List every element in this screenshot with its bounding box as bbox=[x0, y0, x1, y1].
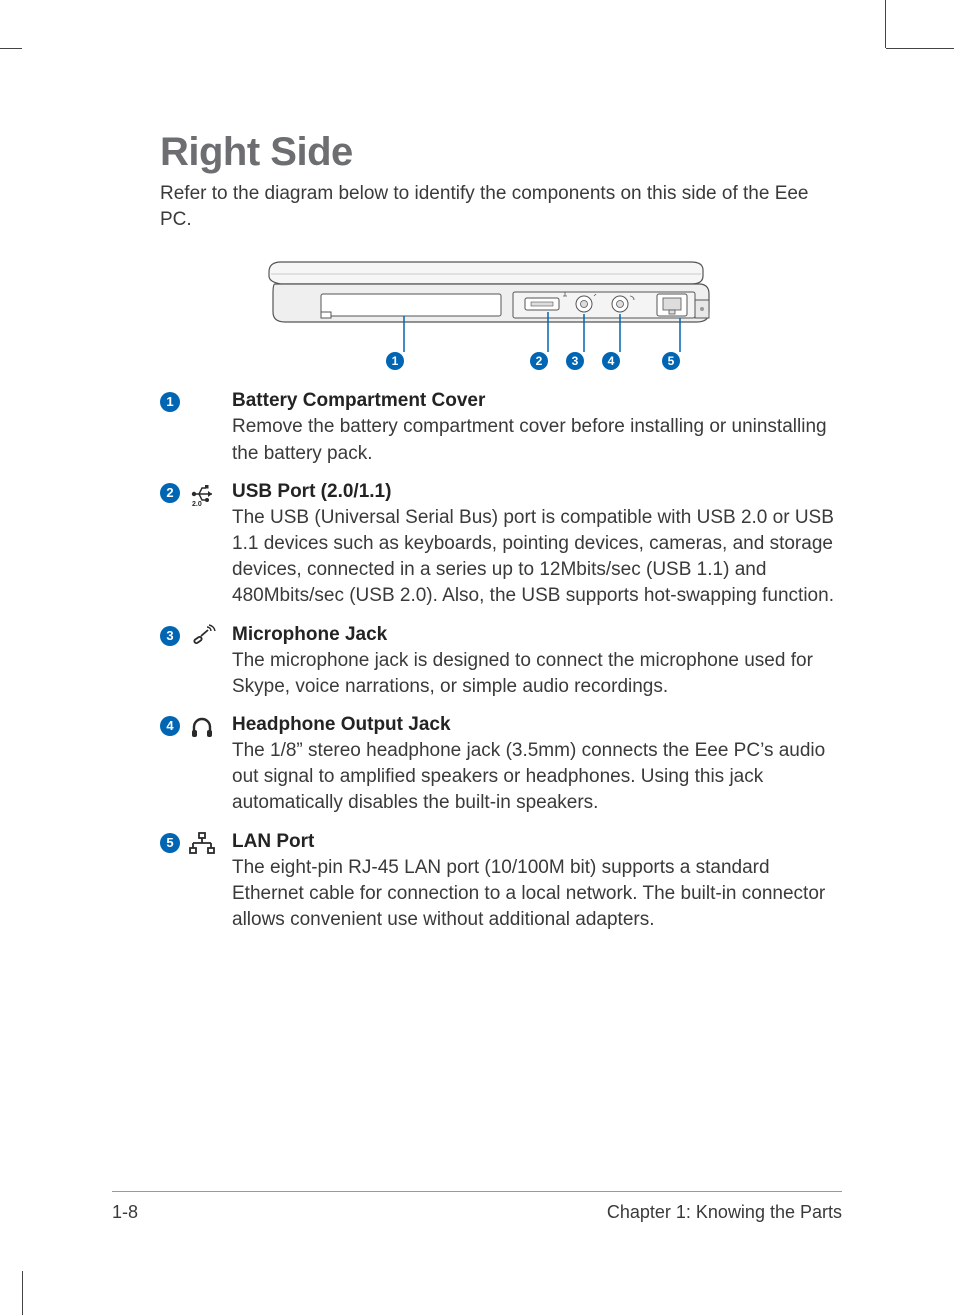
page-footer: 1-8 Chapter 1: Knowing the Parts bbox=[112, 1191, 842, 1223]
diagram-callout-3: 3 bbox=[566, 352, 584, 370]
item-number-badge: 3 bbox=[160, 626, 180, 646]
item-description: The USB (Universal Serial Bus) port is c… bbox=[232, 505, 842, 610]
svg-text:2.0: 2.0 bbox=[192, 501, 202, 507]
component-list: 1 Battery Compartment CoverRemove the bat… bbox=[160, 390, 842, 933]
component-item-5: 5 LAN PortThe eight-pin RJ-45 LAN port (1… bbox=[160, 831, 842, 934]
diagram-container: 1 234 5 bbox=[160, 252, 842, 372]
item-title: LAN Port bbox=[232, 831, 842, 853]
item-number-badge: 2 bbox=[160, 483, 180, 503]
component-item-3: 3 Microphone JackThe microphone jack is d… bbox=[160, 624, 842, 700]
callout-row: 1 234 5 bbox=[261, 352, 741, 372]
item-title: USB Port (2.0/1.1) bbox=[232, 481, 842, 503]
item-description: Remove the battery compartment cover bef… bbox=[232, 414, 842, 466]
item-number-badge: 4 bbox=[160, 716, 180, 736]
item-title: Microphone Jack bbox=[232, 624, 842, 646]
page-number: 1-8 bbox=[112, 1202, 138, 1223]
component-item-2: 2 2.0 USB Port (2.0/1.1)The USB (Universal… bbox=[160, 481, 842, 610]
mic-icon bbox=[188, 624, 232, 650]
item-title: Battery Compartment Cover bbox=[232, 390, 842, 412]
page: Right Side Refer to the diagram below to… bbox=[0, 0, 954, 1315]
page-title: Right Side bbox=[160, 130, 842, 175]
diagram-callout-1: 1 bbox=[386, 352, 404, 370]
component-item-4: 4 Headphone Output JackThe 1/8” stereo he… bbox=[160, 714, 842, 817]
laptop-diagram: 1 234 5 bbox=[261, 252, 741, 372]
item-number-badge: 5 bbox=[160, 833, 180, 853]
headphone-icon bbox=[188, 714, 232, 740]
diagram-callout-2: 2 bbox=[530, 352, 548, 370]
diagram-callout-4: 4 bbox=[602, 352, 620, 370]
component-item-1: 1 Battery Compartment CoverRemove the bat… bbox=[160, 390, 842, 466]
chapter-label: Chapter 1: Knowing the Parts bbox=[607, 1202, 842, 1223]
lan-icon bbox=[188, 831, 232, 857]
item-number-badge: 1 bbox=[160, 392, 180, 412]
diagram-callout-5: 5 bbox=[662, 352, 680, 370]
item-description: The eight-pin RJ-45 LAN port (10/100M bi… bbox=[232, 855, 842, 934]
intro-text: Refer to the diagram below to identify t… bbox=[160, 181, 842, 232]
item-description: The microphone jack is designed to conne… bbox=[232, 648, 842, 700]
usb-icon: 2.0 bbox=[188, 481, 232, 507]
item-title: Headphone Output Jack bbox=[232, 714, 842, 736]
item-description: The 1/8” stereo headphone jack (3.5mm) c… bbox=[232, 738, 842, 817]
